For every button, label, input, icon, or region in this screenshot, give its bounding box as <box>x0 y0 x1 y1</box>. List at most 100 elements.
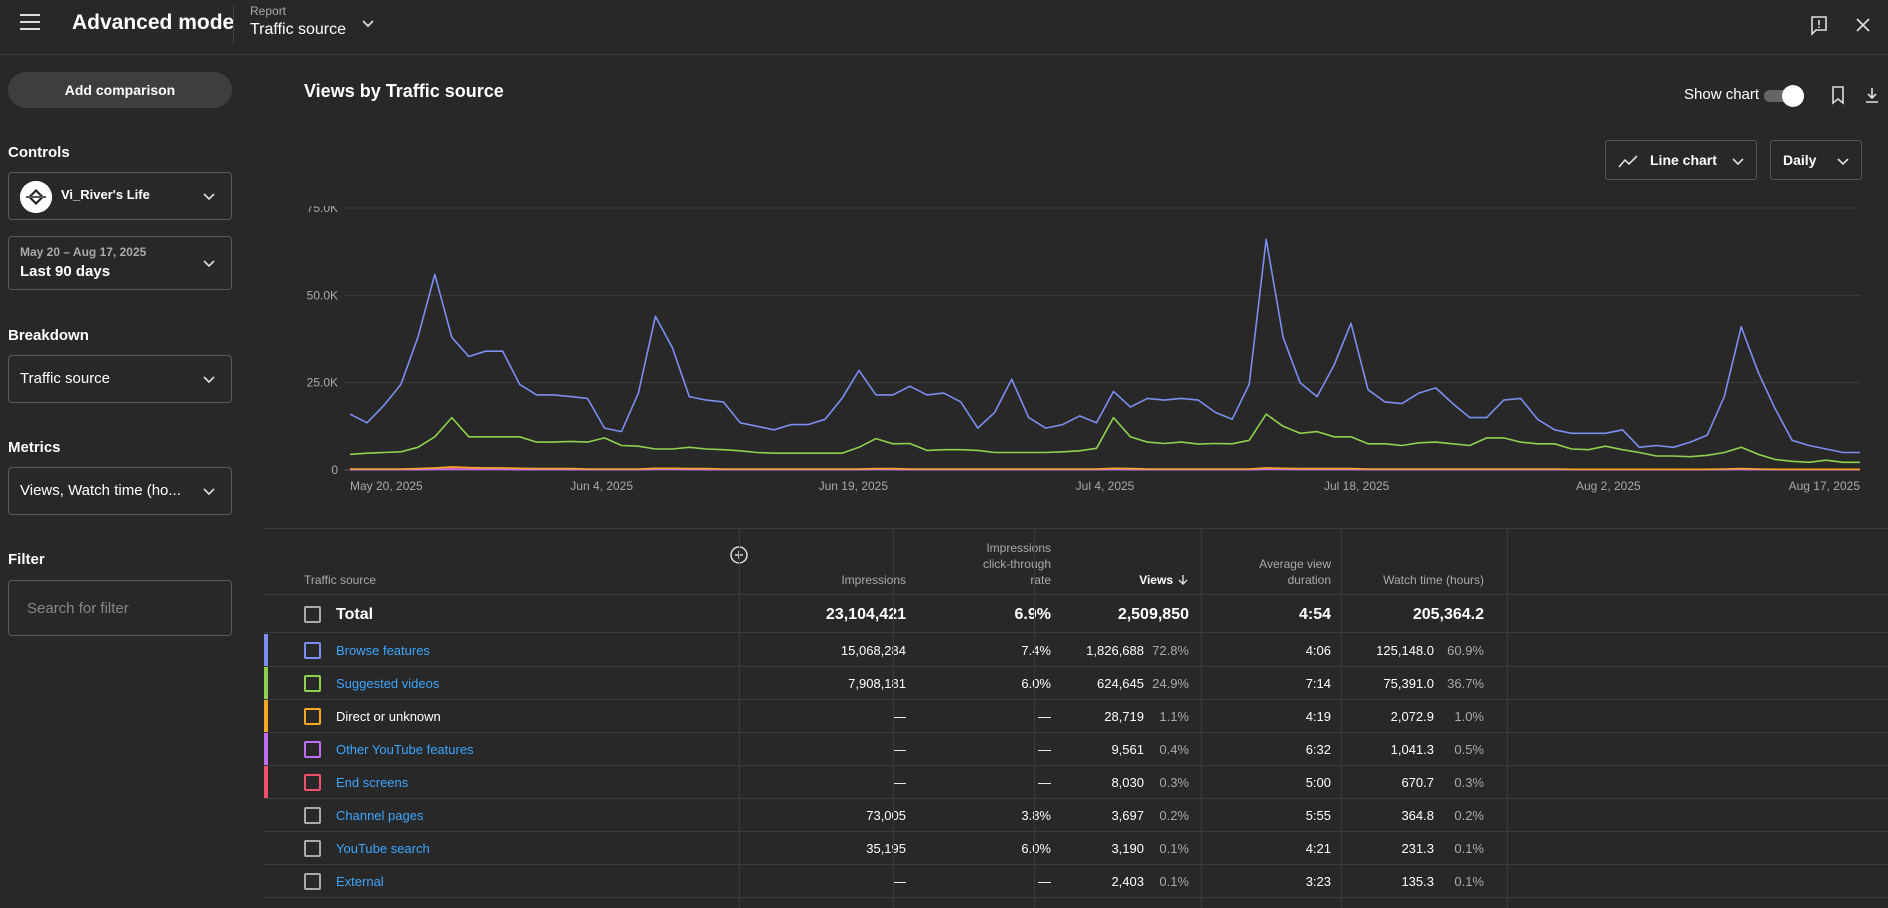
row-checkbox[interactable] <box>304 708 321 725</box>
series-line-0 <box>350 239 1860 452</box>
column-divider <box>1201 528 1202 908</box>
chevron-down-icon <box>201 371 217 387</box>
row-checkbox[interactable] <box>304 774 321 791</box>
row-checkbox[interactable] <box>304 642 321 659</box>
views-percent-cell: 0.1% <box>1144 841 1189 856</box>
bookmark-icon[interactable] <box>1827 84 1849 106</box>
filter-search-input[interactable] <box>8 580 232 636</box>
ctr-cell: — <box>924 709 1051 724</box>
controls-heading: Controls <box>8 144 70 161</box>
views-percent-cell: 0.1% <box>1144 874 1189 889</box>
feedback-icon[interactable] <box>1808 14 1830 36</box>
views-cell: 28,719 <box>1064 709 1144 724</box>
watch-percent-cell: 0.5% <box>1436 742 1484 757</box>
metrics-selector[interactable]: Views, Watch time (ho... <box>8 467 232 515</box>
breakdown-heading: Breakdown <box>8 327 89 344</box>
header-views-label: Views <box>1139 573 1173 587</box>
granularity-label: Daily <box>1783 152 1816 168</box>
watch-time-cell: 670.7 <box>1364 775 1434 790</box>
row-checkbox[interactable] <box>304 675 321 692</box>
chevron-down-icon <box>201 255 217 271</box>
chevron-down-icon[interactable] <box>358 14 378 34</box>
traffic-source-name[interactable]: External <box>336 874 384 889</box>
impressions-cell: — <box>804 775 906 790</box>
header-ctr-line: rate <box>924 572 1051 588</box>
x-tick-label: Jul 18, 2025 <box>1324 479 1390 493</box>
traffic-source-name[interactable]: Browse features <box>336 643 430 658</box>
series-color-bar <box>264 733 268 765</box>
total-checkbox[interactable] <box>304 606 321 623</box>
views-percent-cell: 1.1% <box>1144 709 1189 724</box>
chevron-down-icon <box>201 188 217 204</box>
ctr-cell: 6.0% <box>924 676 1051 691</box>
ctr-cell: — <box>924 874 1051 889</box>
chart-title: Views by Traffic source <box>304 81 504 102</box>
x-tick-label: Jun 19, 2025 <box>819 479 889 493</box>
watch-percent-cell: 0.3% <box>1436 775 1484 790</box>
watch-time-cell: 125,148.0 <box>1364 643 1434 658</box>
main-panel: Views by Traffic source Show chart Line … <box>264 56 1888 906</box>
views-cell: 624,645 <box>1064 676 1144 691</box>
traffic-source-name[interactable]: End screens <box>336 775 408 790</box>
chevron-down-icon <box>201 483 217 499</box>
filter-heading: Filter <box>8 551 45 568</box>
watch-percent-cell: 1.0% <box>1436 709 1484 724</box>
x-tick-label: May 20, 2025 <box>350 479 423 493</box>
metrics-value: Views, Watch time (ho... <box>20 482 190 499</box>
series-line-1 <box>350 414 1860 462</box>
chart-type-selector[interactable]: Line chart <box>1605 140 1757 180</box>
avg-duration-cell: 4:06 <box>1224 643 1331 658</box>
watch-time-cell: 364.8 <box>1364 808 1434 823</box>
views-percent-cell: 0.2% <box>1144 808 1189 823</box>
row-checkbox[interactable] <box>304 840 321 857</box>
granularity-selector[interactable]: Daily <box>1770 140 1862 180</box>
add-comparison-button[interactable]: Add comparison <box>8 72 232 108</box>
row-checkbox[interactable] <box>304 807 321 824</box>
show-chart-toggle[interactable] <box>1764 85 1804 105</box>
row-checkbox[interactable] <box>304 741 321 758</box>
sort-down-icon <box>1177 574 1189 586</box>
date-range-small: May 20 – Aug 17, 2025 <box>20 245 146 259</box>
watch-percent-cell: 0.1% <box>1436 874 1484 889</box>
row-checkbox[interactable] <box>304 873 321 890</box>
header-avd-line: Average view <box>1224 556 1331 572</box>
views-percent-cell: 72.8% <box>1144 643 1189 658</box>
avg-duration-cell: 7:14 <box>1224 676 1331 691</box>
report-selector[interactable]: Traffic source <box>250 21 346 39</box>
views-cell: 3,697 <box>1064 808 1144 823</box>
impressions-cell: — <box>804 742 906 757</box>
series-color-bar <box>264 634 268 666</box>
app-title: Advanced mode <box>72 11 234 35</box>
traffic-source-name[interactable]: Channel pages <box>336 808 423 823</box>
show-chart-label: Show chart <box>1684 86 1759 103</box>
traffic-source-name[interactable]: Suggested videos <box>336 676 439 691</box>
download-icon[interactable] <box>1861 84 1883 106</box>
avg-duration-cell: 5:00 <box>1224 775 1331 790</box>
breakdown-selector[interactable]: Traffic source <box>8 355 232 403</box>
views-cell: 9,561 <box>1064 742 1144 757</box>
x-tick-label: Aug 17, 2025 <box>1789 479 1861 493</box>
total-row: Total 23,104,421 6.9% 2,509,850 4:54 205… <box>264 595 1888 633</box>
date-range-selector[interactable]: May 20 – Aug 17, 2025 Last 90 days <box>8 236 232 290</box>
views-cell: 8,030 <box>1064 775 1144 790</box>
avg-duration-cell: 3:23 <box>1224 874 1331 889</box>
traffic-source-name[interactable]: Other YouTube features <box>336 742 474 757</box>
column-divider <box>1341 528 1342 908</box>
watch-percent-cell: 60.9% <box>1436 643 1484 658</box>
watch-time-cell: 75,391.0 <box>1364 676 1434 691</box>
watch-time-cell: 135.3 <box>1364 874 1434 889</box>
watch-time-cell: 231.3 <box>1364 841 1434 856</box>
traffic-source-name[interactable]: YouTube search <box>336 841 430 856</box>
total-watch-time: 205,364.2 <box>1364 606 1484 624</box>
watch-percent-cell: 0.1% <box>1436 841 1484 856</box>
series-color-bar <box>264 700 268 732</box>
close-icon[interactable] <box>1852 14 1874 36</box>
channel-selector[interactable]: Vi_River's Life <box>8 172 232 220</box>
header-ctr-line: click-through <box>924 556 1051 572</box>
menu-icon[interactable] <box>20 14 40 30</box>
watch-percent-cell: 36.7% <box>1436 676 1484 691</box>
